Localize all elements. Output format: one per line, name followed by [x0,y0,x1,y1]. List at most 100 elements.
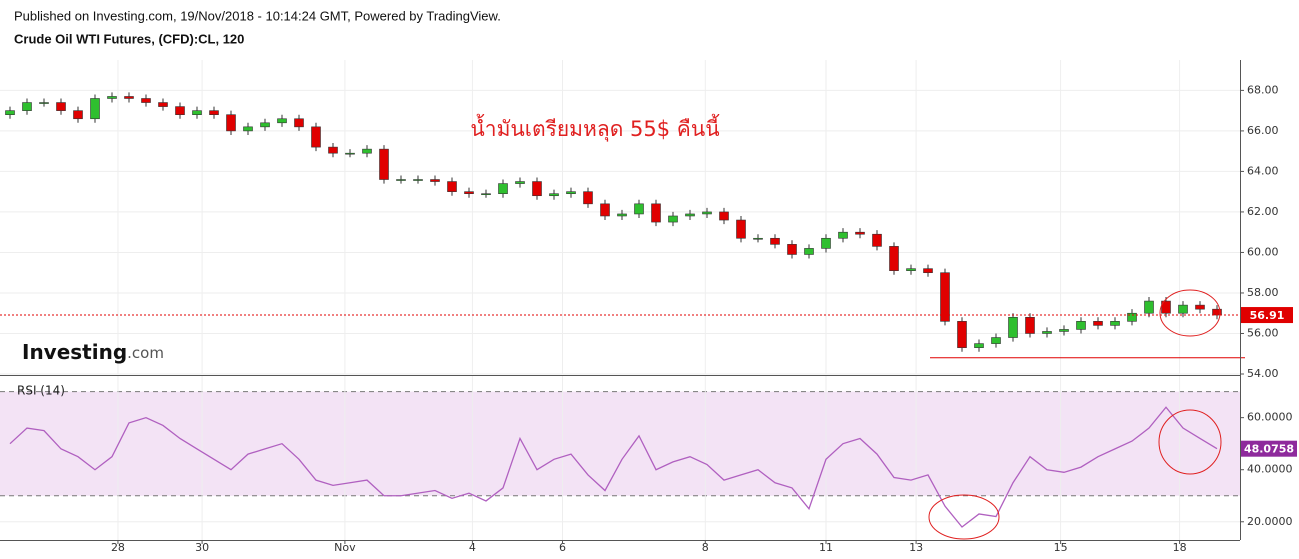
logo-suffix: .com [127,344,164,362]
y-tick-label: 58.00 [1247,286,1279,299]
candle-body [73,110,83,120]
candle-body [1110,321,1120,326]
candle-body [481,193,491,196]
candle-body [141,98,151,103]
candle-body [498,183,508,195]
x-tick-label: Nov [334,541,356,554]
rsi-title: RSI (14) [17,384,65,398]
candle-body [821,237,831,249]
candle-body [294,118,304,128]
candle-body [396,179,406,181]
candle-body [5,110,15,115]
rsi-line [9,406,1218,528]
candle-body [379,148,389,180]
y-tick-label: 66.00 [1247,124,1279,137]
logo-main: Investing [22,340,127,364]
candle-body [362,148,372,154]
candle-body [175,106,185,115]
candle-body [957,321,967,348]
y-tick-label: 68.00 [1247,83,1279,96]
candle-body [90,98,100,120]
candle-body [753,237,763,240]
candle-body [56,102,66,111]
rsi-band [0,391,1240,496]
marks [0,92,1245,528]
x-tick-label: 11 [819,541,833,554]
candle-body [22,102,32,111]
candle-body [583,191,593,205]
logo: Investing.com [22,340,164,364]
highlight-circle [928,494,1000,540]
candle-body [736,219,746,239]
candle-body [1195,304,1205,310]
y-tick-label: 54.00 [1247,367,1279,380]
candle-body [532,181,542,197]
candle-body [243,126,253,132]
last-price-label: 56.91 [1250,309,1285,322]
y-tick-label: 60.0000 [1247,411,1293,424]
highlight-circle [1158,409,1222,475]
last-price-box [1241,307,1293,324]
x-tick-label: 15 [1054,541,1068,554]
candle-body [787,244,797,255]
x-tick-label: 28 [111,541,125,554]
y-tick-label: 64.00 [1247,164,1279,177]
candle-body [549,193,559,197]
candle-body [124,96,134,99]
candle-body [1059,329,1069,332]
candle-body [685,213,695,217]
candle-body [1042,331,1052,334]
candle-body [328,146,338,154]
candle-body [430,179,440,182]
candle-body [974,343,984,348]
candle-body [1127,312,1137,322]
candle-body [600,203,610,217]
last-value-label: 48.0758 [1244,443,1294,456]
candle-body [515,181,525,184]
candle-body [413,179,423,181]
candle-body [158,102,168,107]
candle-body [906,268,916,271]
candle-body [1076,321,1086,330]
y-tick-label: 62.00 [1247,205,1279,218]
candle-body [192,110,202,115]
candle-body [260,122,270,128]
candle-body [1144,300,1154,314]
candle-body [940,272,950,322]
candle-body [1008,316,1018,338]
published-note: Published on Investing.com, 19/Nov/2018 … [14,8,501,23]
last-value-box [1241,440,1297,457]
candle-body [1161,300,1171,314]
candle-body [107,96,117,99]
candle-body [311,126,321,148]
candle-body [668,215,678,223]
y-tick-label: 40.0000 [1247,463,1293,476]
candle-body [345,152,355,155]
candle-body [634,203,644,215]
x-tick-label: 13 [909,541,923,554]
x-tick-label: 8 [702,541,709,554]
candle-body [226,114,236,132]
candle-body [209,110,219,115]
y-tick-label: 60.00 [1247,245,1279,258]
candle-body [838,231,848,239]
highlight-circle [1159,289,1221,337]
candle-body [1093,321,1103,326]
candle-body [617,213,627,217]
candle-body [855,231,865,235]
candle-body [923,268,933,274]
x-tick-label: 30 [195,541,209,554]
candle-body [1178,304,1188,314]
candle-body [277,118,287,124]
candle-body [991,337,1001,344]
candle-body [39,102,49,104]
candle-body [1025,316,1035,334]
y-tick-label: 56.00 [1247,326,1279,339]
candle-body [889,246,899,271]
x-tick-label: 4 [469,541,476,554]
candle-body [804,248,814,255]
candle-body [651,203,661,223]
candle-body [872,233,882,247]
annotation: น้ำมันเตรียมหลุด 55$ คืนนี้ [470,114,719,142]
candle-body [464,191,474,195]
